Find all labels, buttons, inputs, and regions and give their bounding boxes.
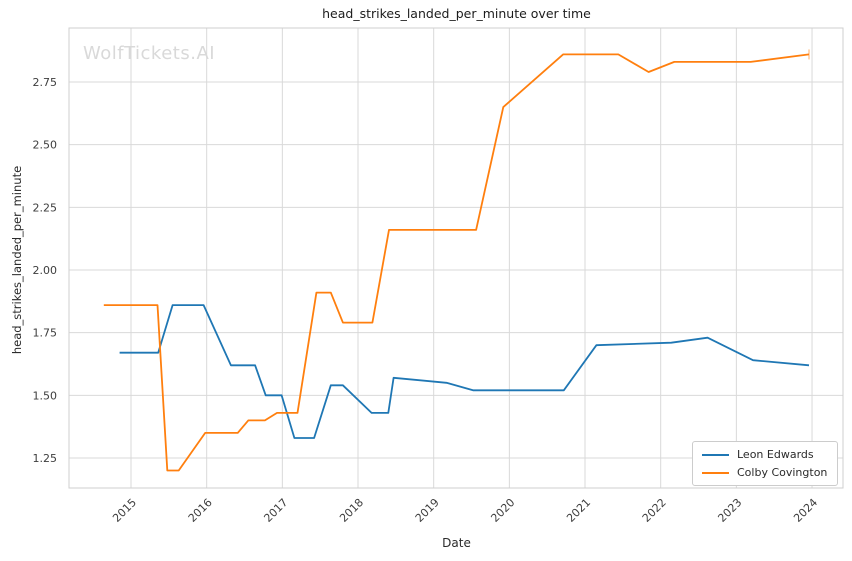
legend-label: Colby Covington — [737, 466, 828, 479]
x-tick-label: 2023 — [715, 496, 744, 525]
y-tick-label: 2.50 — [33, 139, 58, 152]
x-tick-label: 2022 — [640, 496, 669, 525]
watermark: WolfTickets.AI — [83, 43, 216, 64]
legend-line-swatch — [702, 453, 729, 456]
y-tick-label: 1.25 — [33, 452, 58, 465]
x-tick-label: 2020 — [488, 496, 517, 525]
legend: Leon Edwards Colby Covington — [692, 441, 839, 486]
legend-entry-leon-edwards: Leon Edwards — [702, 448, 827, 461]
y-tick-label: 1.75 — [33, 327, 58, 340]
plot-border — [68, 27, 844, 489]
series-line-leon-edwards — [119, 304, 810, 439]
legend-label: Leon Edwards — [737, 448, 814, 461]
x-tick-label: 2017 — [261, 496, 290, 525]
y-tick-label: 2.25 — [33, 201, 58, 214]
chart-title: head_strikes_landed_per_minute over time — [322, 6, 591, 21]
legend-entry-colby-covington: Colby Covington — [702, 466, 827, 479]
y-tick-label: 1.50 — [33, 389, 58, 402]
series-line-colby-covington — [103, 53, 810, 472]
x-tick-label: 2021 — [564, 496, 593, 525]
x-tick-label: 2019 — [413, 496, 442, 525]
x-tick-label: 2016 — [186, 496, 215, 525]
x-tick-label: 2015 — [110, 496, 139, 525]
x-axis-label: Date — [442, 536, 471, 550]
x-tick-label: 2024 — [791, 496, 820, 525]
x-tick-label: 2018 — [337, 496, 366, 525]
y-tick-label: 2.75 — [33, 76, 58, 89]
y-tick-label: 2.00 — [33, 264, 58, 277]
legend-line-swatch — [702, 471, 729, 474]
